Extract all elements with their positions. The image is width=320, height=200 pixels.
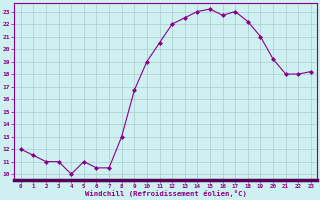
X-axis label: Windchill (Refroidissement éolien,°C): Windchill (Refroidissement éolien,°C) bbox=[85, 190, 247, 197]
